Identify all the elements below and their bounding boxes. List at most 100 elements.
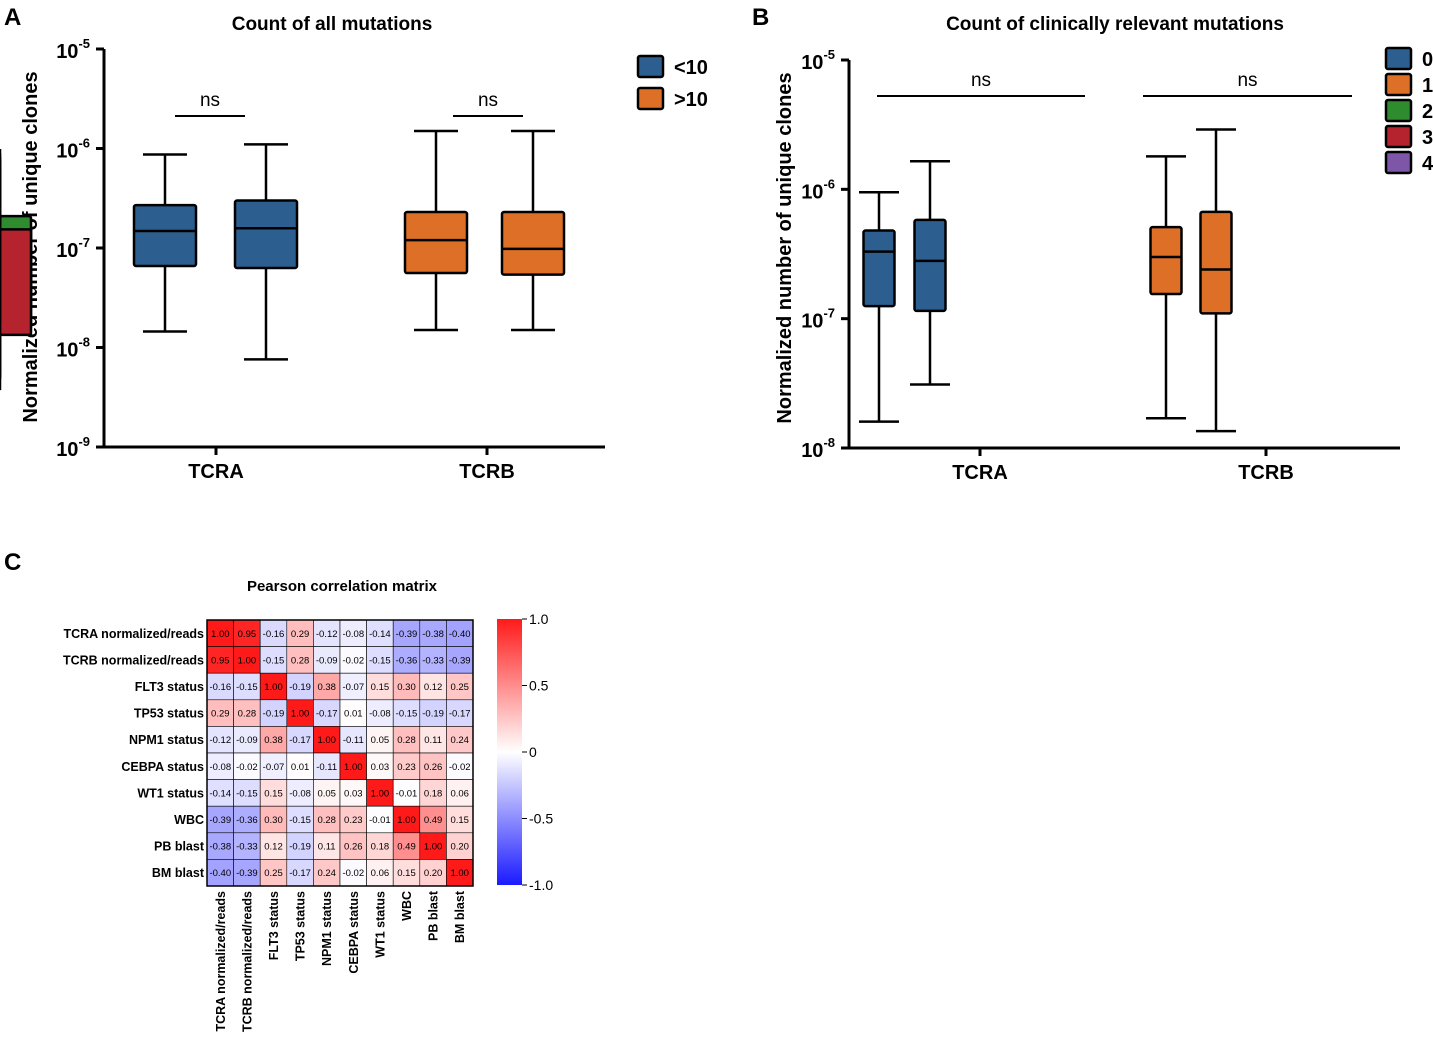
x-tick-label: TCRA	[188, 461, 244, 483]
heatmap-cell	[259, 619, 288, 647]
heatmap-cell-value: 0.03	[344, 788, 363, 799]
heatmap-cell-value: 0.01	[291, 762, 310, 773]
heatmap-cell-value: -0.14	[369, 629, 391, 640]
y-tick-label: 10-8	[56, 335, 90, 362]
heatmap-cell-value: -0.17	[289, 868, 311, 879]
box-body	[913, 218, 947, 313]
heatmap-cell-value: -0.02	[342, 868, 364, 879]
panel-b: B Count of clinically relevant mutations…	[0, 4, 1433, 484]
box-body	[233, 199, 299, 270]
y-tick-label: 10-5	[56, 36, 90, 63]
heatmap-cell-value: 0.28	[317, 815, 336, 826]
heatmap-cell	[392, 619, 421, 647]
heatmap-cell	[313, 699, 341, 727]
heatmap-cell-value: -0.19	[289, 842, 311, 853]
colorbar	[497, 619, 522, 885]
heatmap-cell-value: -0.02	[342, 655, 364, 666]
heatmap-cell-value: 0.26	[344, 842, 363, 853]
box->10-TCRA	[403, 129, 469, 332]
heatmap-cell	[446, 619, 474, 647]
heatmap-cell-value: -0.38	[422, 629, 444, 640]
heatmap-cell	[392, 752, 421, 780]
heatmap-cell-value: -0.16	[263, 629, 285, 640]
heatmap-cell-value: 0.18	[424, 788, 443, 799]
heatmap-cell-value: 0.15	[450, 815, 469, 826]
y-tick-label: 10-6	[801, 176, 835, 203]
row-label: BM blast	[152, 866, 205, 880]
heatmap-cell	[286, 672, 314, 701]
heatmap-cell	[339, 726, 367, 754]
heatmap-cell-value: 0.30	[397, 682, 416, 693]
heatmap-cell	[313, 646, 341, 674]
y-tick-label: 10-9	[56, 434, 90, 461]
row-label: TP53 status	[134, 707, 204, 721]
heatmap-cell	[366, 805, 394, 834]
heatmap-cell-value: 1.00	[291, 709, 310, 720]
heatmap-cell-value: -0.39	[449, 655, 471, 666]
panel-a-letter: A	[4, 4, 21, 31]
heatmap-cell	[286, 619, 314, 647]
heatmap-cell	[419, 752, 447, 780]
heatmap-cell-value: 0.95	[211, 655, 230, 666]
heatmap-cell-value: 1.00	[264, 682, 283, 693]
significance-label: ns	[200, 90, 220, 111]
heatmap-cell	[419, 859, 447, 887]
heatmap-cell	[313, 832, 341, 860]
legend-swatch-3	[1384, 124, 1413, 149]
heatmap-cell	[392, 779, 421, 807]
row-label: CEBPA status	[121, 760, 204, 774]
heatmap-cell	[259, 646, 288, 674]
panel-a: A Count of all mutations Normalized numb…	[4, 4, 708, 483]
heatmap-cell-value: 0.15	[397, 868, 416, 879]
heatmap-cell-value: -0.09	[236, 735, 258, 746]
heatmap-cell-value: -0.08	[342, 629, 364, 640]
colorbar-tick-label: 0.5	[529, 678, 549, 694]
legend-label->10: >10	[674, 89, 708, 111]
heatmap-cell-value: 0.12	[424, 682, 443, 693]
heatmap-cell-value: -0.08	[289, 788, 311, 799]
x-tick-label: TCRA	[952, 462, 1008, 484]
heatmap-cell-value: 0.05	[371, 735, 390, 746]
heatmap-cell-value: 0.11	[424, 735, 442, 746]
heatmap-cell-value: 0.29	[211, 709, 230, 720]
heatmap-cell	[259, 859, 288, 887]
heatmap-cell-value: 0.23	[344, 815, 363, 826]
y-tick-label: 10-7	[801, 306, 835, 333]
heatmap-cell-value: 0.06	[450, 788, 469, 799]
heatmap-cell-value: -0.17	[289, 735, 311, 746]
box-body	[132, 203, 198, 268]
row-label: WBC	[174, 813, 204, 827]
column-label: TCRA normalized/reads	[214, 891, 228, 1032]
legend-label-1: 1	[1422, 75, 1433, 97]
heatmap-cell	[339, 832, 367, 860]
column-label: CEBPA status	[347, 891, 361, 974]
heatmap-cell	[259, 805, 288, 834]
heatmap-cell	[366, 832, 394, 860]
legend-swatch-2	[1384, 98, 1413, 123]
heatmap-cell	[366, 779, 394, 807]
heatmap-cell-value: -0.07	[263, 762, 285, 773]
heatmap-cell-value: -0.36	[396, 655, 418, 666]
heatmap-cell	[206, 752, 234, 780]
column-label: TCRB normalized/reads	[240, 891, 254, 1032]
heatmap-cell-value: -0.02	[449, 762, 471, 773]
column-label: NPM1 status	[320, 891, 334, 966]
panel-c-letter: C	[4, 549, 21, 576]
colorbar-tick-label: -1.0	[529, 877, 553, 893]
box-body	[1149, 225, 1183, 296]
panel-b-title: Count of clinically relevant mutations	[946, 14, 1284, 35]
heatmap-cell	[339, 805, 367, 834]
row-label: TCRB normalized/reads	[63, 653, 204, 667]
column-label: WBC	[400, 891, 414, 921]
heatmap-cell-value: 0.49	[397, 842, 416, 853]
heatmap-cell-value: -0.38	[209, 842, 231, 853]
legend-label-4: 4	[1422, 153, 1433, 175]
heatmap-cell-value: -0.15	[236, 682, 258, 693]
heatmap-cell	[259, 726, 288, 754]
heatmap-cell-value: 0.03	[371, 762, 390, 773]
heatmap-cell	[446, 859, 474, 887]
legend-label-2: 2	[1422, 101, 1433, 123]
box-0-TCRB	[910, 159, 950, 386]
heatmap-cell-value: -0.11	[343, 735, 364, 746]
heatmap-cell	[392, 832, 421, 860]
